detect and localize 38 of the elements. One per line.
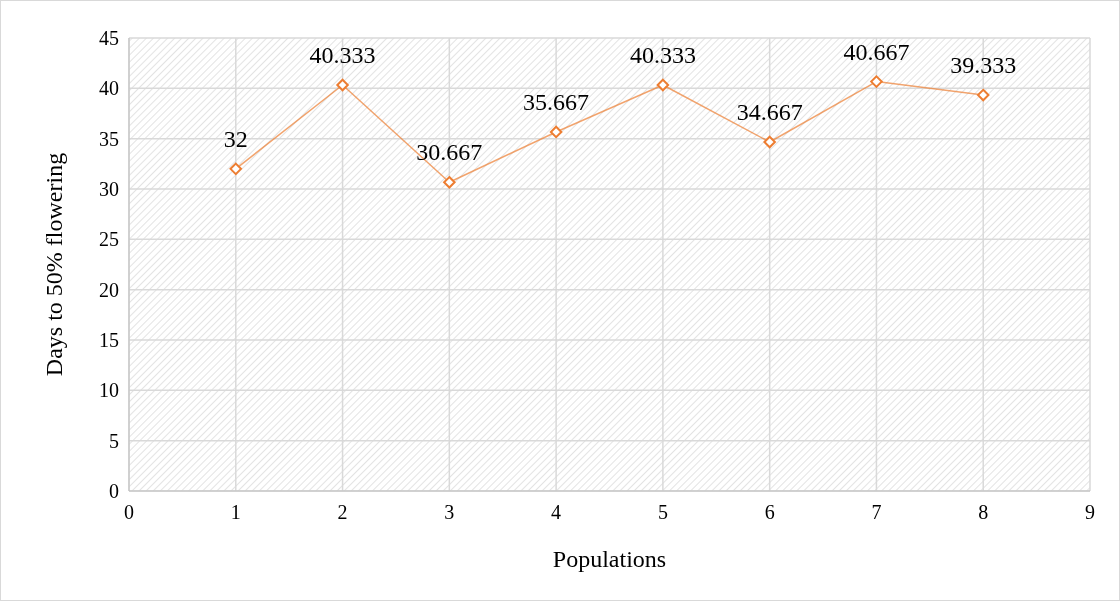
x-tick-label: 2 [337,501,348,523]
y-tick-label: 0 [109,480,119,502]
y-axis-title: Days to 50% flowering [41,152,67,377]
x-tick-label: 4 [551,501,562,523]
x-tick-label: 0 [124,501,134,523]
data-label: 35.667 [523,88,590,115]
x-tick-label: 6 [764,501,775,523]
y-tick-label: 25 [99,228,119,251]
data-label: 34.667 [736,99,803,126]
y-tick-label: 30 [99,178,119,200]
data-label: 30.667 [416,139,483,166]
y-tick-label: 20 [99,278,119,301]
data-label: 40.333 [629,41,696,68]
y-tick-label: 40 [99,77,119,100]
point [549,125,563,139]
point [870,75,883,88]
y-tick-label: 5 [109,429,119,452]
y-tick-label: 45 [99,27,119,49]
point [443,176,456,189]
x-tick-label: 7 [871,501,882,523]
point [336,78,349,92]
data-label: 39.333 [950,52,1017,79]
data-label: 40.333 [309,41,376,68]
point [656,78,670,92]
x-tick-label: 9 [1085,501,1095,523]
x-tick-label: 8 [978,501,989,523]
y-tick-label: 10 [99,379,119,402]
y-tick-label: 15 [99,329,119,351]
x-axis-title: Populations [552,546,667,572]
point [763,135,776,149]
point [976,88,990,102]
x-tick-label: 5 [657,501,668,523]
point [229,162,243,176]
x-tick-label: 3 [444,501,455,523]
data-label: 32 [223,125,248,152]
y-tick-label: 35 [99,127,119,150]
x-tick-label: 1 [230,501,241,523]
data-label: 40.667 [843,38,910,65]
